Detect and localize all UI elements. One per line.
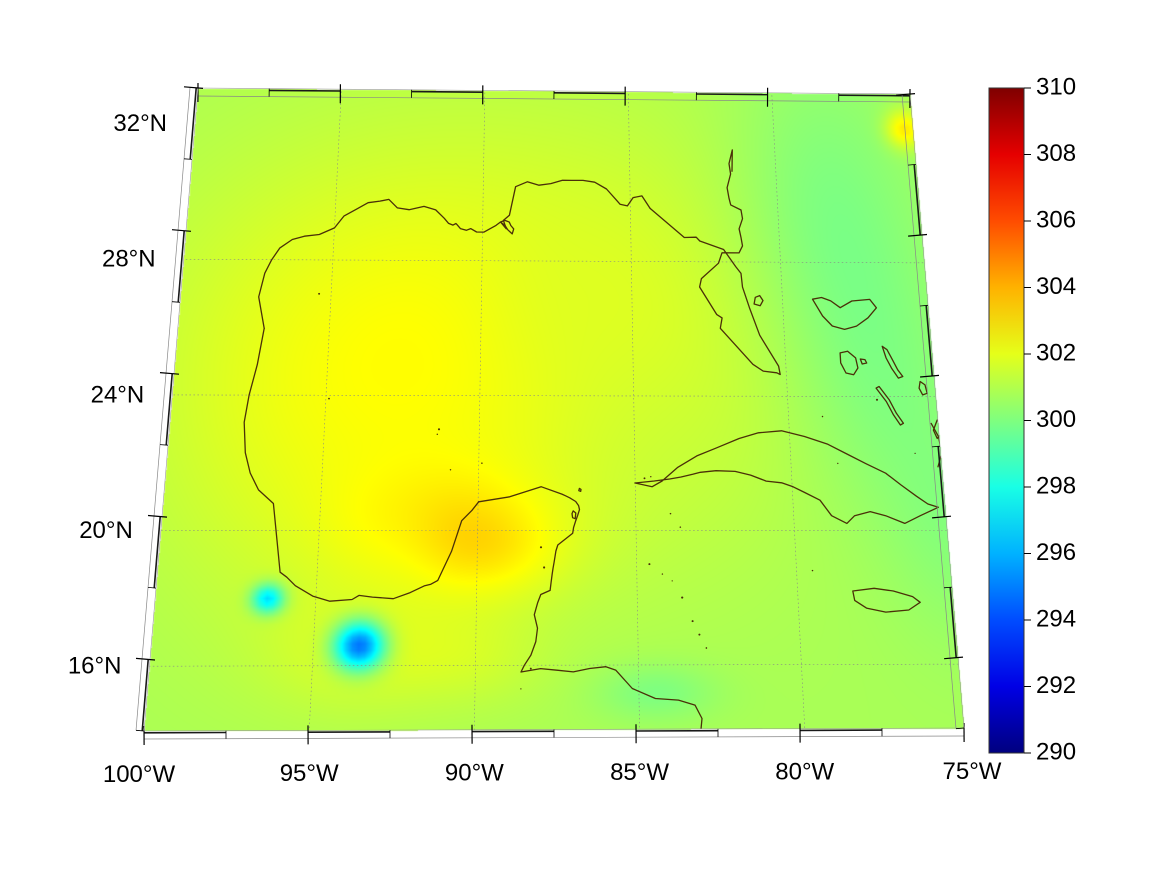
svg-text:100°W: 100°W — [103, 761, 176, 788]
svg-text:308: 308 — [1036, 140, 1076, 167]
svg-text:16°N: 16°N — [68, 653, 122, 680]
svg-text:85°W: 85°W — [610, 759, 669, 786]
svg-text:302: 302 — [1036, 339, 1076, 366]
svg-text:292: 292 — [1036, 672, 1076, 699]
svg-text:306: 306 — [1036, 206, 1076, 233]
svg-text:310: 310 — [1036, 73, 1076, 100]
svg-text:90°W: 90°W — [445, 760, 504, 787]
svg-text:75°W: 75°W — [943, 758, 1002, 785]
svg-text:95°W: 95°W — [280, 760, 339, 787]
svg-text:28°N: 28°N — [102, 246, 156, 273]
svg-text:304: 304 — [1036, 273, 1076, 300]
svg-text:80°W: 80°W — [775, 758, 834, 785]
svg-text:290: 290 — [1036, 738, 1076, 765]
svg-text:24°N: 24°N — [91, 381, 145, 408]
svg-text:32°N: 32°N — [113, 110, 167, 137]
svg-text:294: 294 — [1036, 605, 1076, 632]
svg-text:300: 300 — [1036, 406, 1076, 433]
svg-text:296: 296 — [1036, 539, 1076, 566]
svg-text:20°N: 20°N — [79, 517, 133, 544]
svg-text:298: 298 — [1036, 472, 1076, 499]
